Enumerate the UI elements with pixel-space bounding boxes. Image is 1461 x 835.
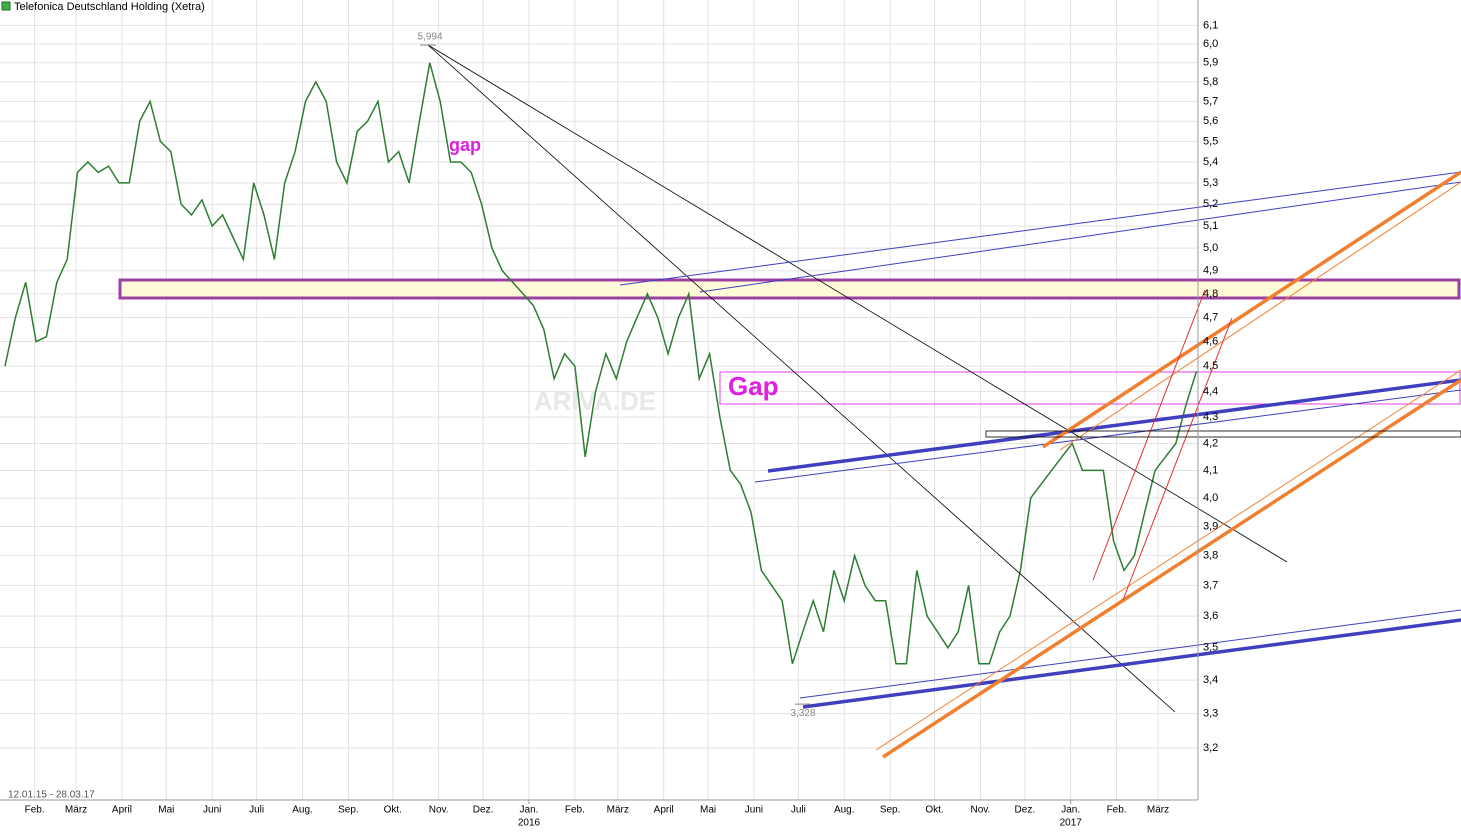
trend-line (619, 171, 1461, 286)
y-tick-label: 3,5 (1203, 642, 1218, 654)
y-tick-label: 5,0 (1203, 242, 1218, 254)
x-tick-label: Nov. (971, 805, 991, 816)
year-label: 2016 (518, 818, 541, 829)
y-tick-label: 3,4 (1203, 674, 1218, 686)
y-tick-label: 4,0 (1203, 492, 1218, 504)
x-tick-label: März (607, 805, 629, 816)
y-tick-label: 4,2 (1203, 437, 1218, 449)
x-tick-label: Jan. (520, 805, 539, 816)
trend-line (1122, 317, 1233, 601)
trend-line (427, 44, 1288, 563)
y-tick-label: 4,4 (1203, 385, 1218, 397)
x-tick-label: Juli (249, 805, 264, 816)
y-tick-label: 3,9 (1203, 520, 1218, 532)
x-tick-label: Juni (203, 805, 221, 816)
gap-box (719, 371, 1461, 405)
resistance-band (118, 278, 1461, 300)
series (4, 62, 1198, 665)
y-tick-label: 3,7 (1203, 579, 1218, 591)
y-tick-label: 4,6 (1203, 335, 1218, 347)
y-tick-label: 5,3 (1203, 177, 1218, 189)
y-tick-label: 4,9 (1203, 265, 1218, 277)
x-tick-label: Sep. (338, 805, 359, 816)
y-tick-label: 5,5 (1203, 135, 1218, 147)
title-icon (1, 1, 11, 11)
y-tick-label: 3,8 (1203, 549, 1218, 561)
y-tick-label: 5,8 (1203, 76, 1218, 88)
x-tick-label: Juni (745, 805, 763, 816)
x-tick-label: April (112, 805, 132, 816)
annotation: gap (449, 135, 481, 155)
y-tick-label: 5,4 (1203, 156, 1218, 168)
y-tick-label: 5,2 (1203, 198, 1218, 210)
y-tick-label: 4,8 (1203, 288, 1218, 300)
x-tick-label: Juli (791, 805, 806, 816)
x-tick-label: März (1147, 805, 1169, 816)
y-tick-label: 5,6 (1203, 115, 1218, 127)
trend-lines (427, 44, 1461, 759)
x-tick-label: Okt. (925, 805, 943, 816)
trend-line (1059, 181, 1461, 451)
x-tick-label: Feb. (565, 805, 585, 816)
y-tick-label: 6,0 (1203, 38, 1218, 50)
grid (0, 0, 1198, 800)
y-tick-label: 5,1 (1203, 220, 1218, 232)
y-tick-label: 3,3 (1203, 707, 1218, 719)
high-label: 5,994 (417, 32, 442, 43)
price-line (4, 62, 1198, 665)
trend-line (875, 369, 1461, 751)
x-tick-label: Jan. (1061, 805, 1080, 816)
x-tick-label: Okt. (384, 805, 402, 816)
y-tick-label: 5,9 (1203, 57, 1218, 69)
y-tick-label: 3,6 (1203, 610, 1218, 622)
x-tick-label: Feb. (1107, 805, 1127, 816)
y-tick-label: 4,5 (1203, 360, 1218, 372)
y-tick-label: 4,3 (1203, 411, 1218, 423)
x-tick-label: Mai (158, 805, 174, 816)
trend-line (767, 378, 1461, 473)
year-label: 2017 (1060, 818, 1083, 829)
x-tick-label: Nov. (429, 805, 449, 816)
y-tick-label: 5,7 (1203, 95, 1218, 107)
trend-line (799, 609, 1461, 699)
trend-line (754, 389, 1461, 483)
watermark: ARIVA.DE (534, 386, 656, 416)
annotation: Gap (728, 371, 779, 401)
x-tick-label: Aug. (834, 805, 855, 816)
trend-line (699, 181, 1461, 293)
trend-line (802, 618, 1461, 709)
x-tick-label: Dez. (1015, 805, 1036, 816)
x-tick-label: Mai (700, 805, 716, 816)
trend-line (1042, 170, 1461, 449)
low-label: 3,328 (790, 708, 815, 719)
y-tick-label: 6,1 (1203, 19, 1218, 31)
x-tick-label: Sep. (880, 805, 901, 816)
y-tick-label: 3,2 (1203, 742, 1218, 754)
trend-line (427, 44, 1176, 713)
chart-title: Telefonica Deutschland Holding (Xetra) (14, 1, 205, 13)
y-tick-label: 4,7 (1203, 311, 1218, 323)
x-tick-label: April (654, 805, 674, 816)
x-tick-label: Aug. (292, 805, 313, 816)
x-tick-label: März (65, 805, 87, 816)
x-tick-label: Feb. (25, 805, 45, 816)
y-tick-label: 4,1 (1203, 464, 1218, 476)
support-box (985, 430, 1461, 438)
date-range: 12.01.15 - 28.03.17 (8, 790, 95, 801)
x-tick-label: Dez. (473, 805, 494, 816)
trend-line (1092, 289, 1206, 581)
trend-line (882, 378, 1461, 759)
